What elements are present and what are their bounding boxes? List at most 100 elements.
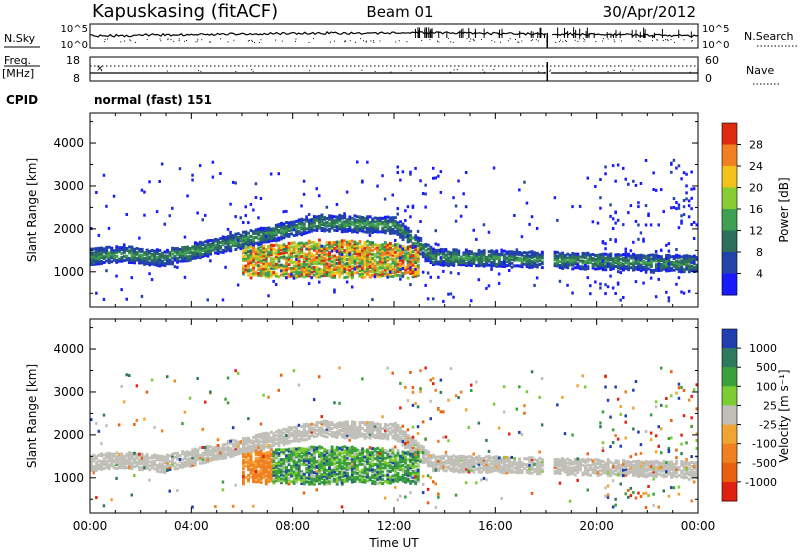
power-noise — [672, 158, 676, 162]
power-cell — [328, 227, 331, 231]
velocity-cell — [226, 445, 230, 449]
power-cell — [117, 246, 121, 250]
power-cell — [193, 241, 197, 245]
velocity-cell — [135, 464, 139, 468]
power-cell — [594, 254, 597, 257]
power-cell — [596, 257, 600, 261]
power-cell — [558, 266, 562, 269]
power-cell — [257, 250, 261, 254]
power-cell — [394, 229, 397, 233]
velocity-cell — [259, 450, 263, 453]
velocity-cell — [191, 454, 195, 458]
nsearch-dot — [466, 38, 468, 40]
power-cell — [330, 275, 334, 279]
power-cell — [525, 255, 529, 259]
velocity-cell — [229, 447, 233, 451]
power-cell — [556, 260, 559, 264]
power-cell — [290, 220, 293, 224]
power-cell — [323, 274, 326, 278]
power-cell — [280, 223, 283, 227]
power-cell — [447, 250, 451, 254]
velocity-cell — [110, 460, 114, 464]
power-cell — [277, 259, 281, 263]
power-cell — [660, 263, 663, 266]
velocity-cell — [285, 428, 288, 432]
velocity-cell — [292, 481, 296, 485]
power-cell — [472, 254, 476, 258]
power-cell — [388, 274, 392, 278]
velocity-cell — [366, 435, 369, 439]
power-cell — [338, 269, 342, 273]
velocity-cell — [145, 462, 149, 466]
power-noise — [604, 165, 607, 169]
velocity-cell — [128, 459, 131, 462]
power-cell — [295, 244, 299, 248]
power-cell — [269, 231, 273, 235]
velocity-cell — [219, 456, 223, 460]
power-noise — [685, 197, 688, 201]
velocity-cell — [356, 466, 359, 469]
power-cell — [257, 264, 261, 268]
power-noise — [401, 170, 405, 174]
velocity-cell — [371, 432, 375, 436]
power-cell — [576, 266, 580, 270]
power-cell — [140, 255, 144, 259]
velocity-noise — [259, 422, 263, 426]
power-cell — [376, 224, 380, 228]
power-cell — [282, 247, 286, 251]
power-cell — [315, 265, 319, 269]
power-cell — [168, 250, 172, 254]
velocity-cell — [307, 476, 311, 480]
power-cell — [128, 257, 131, 261]
power-cell — [692, 256, 696, 260]
velocity-cell — [323, 421, 326, 425]
power-cell — [399, 274, 402, 278]
power-cell — [401, 256, 405, 260]
power-cell — [475, 258, 478, 262]
power-noise — [421, 270, 425, 274]
velocity-cell — [269, 458, 273, 462]
power-noise — [419, 179, 422, 183]
velocity-cell — [328, 468, 331, 472]
power-cell — [285, 258, 288, 262]
power-cell — [274, 255, 278, 259]
power-cell — [614, 259, 618, 263]
power-cell — [632, 260, 635, 264]
velocity-noise — [100, 442, 103, 446]
power-cell — [391, 269, 395, 273]
velocity-cell — [315, 471, 319, 475]
velocity-cell — [290, 470, 293, 474]
power-cell — [247, 241, 250, 245]
power-cell — [343, 266, 347, 270]
velocity-cell — [376, 434, 380, 438]
power-cell — [204, 240, 207, 244]
power-cell — [449, 251, 453, 255]
power-cell — [401, 245, 405, 249]
velocity-cell — [285, 454, 288, 458]
power-cell — [411, 273, 415, 277]
power-cell — [373, 220, 377, 224]
velocity-cell — [267, 472, 271, 476]
power-cell — [609, 268, 613, 271]
power-cell — [340, 260, 344, 264]
velocity-cell — [168, 454, 172, 458]
power-noise — [665, 243, 668, 247]
velocity-cell — [287, 478, 291, 482]
power-cell — [566, 264, 570, 268]
power-cell — [470, 250, 473, 254]
beam-label: Beam 01 — [366, 3, 433, 21]
velocity-cell — [110, 462, 114, 466]
power-cell — [307, 255, 311, 259]
velocity-cell — [366, 473, 369, 477]
power-cell — [323, 247, 326, 251]
velocity-cell — [209, 456, 212, 460]
velocity-cell — [356, 456, 359, 460]
velocity-cell — [221, 447, 225, 451]
velocity-cell — [155, 454, 159, 458]
power-noise — [150, 278, 154, 282]
power-cell — [553, 262, 557, 266]
power-cell — [216, 246, 220, 250]
power-cell — [269, 274, 273, 278]
velocity-cell — [361, 472, 364, 476]
velocity-cell — [280, 469, 283, 473]
